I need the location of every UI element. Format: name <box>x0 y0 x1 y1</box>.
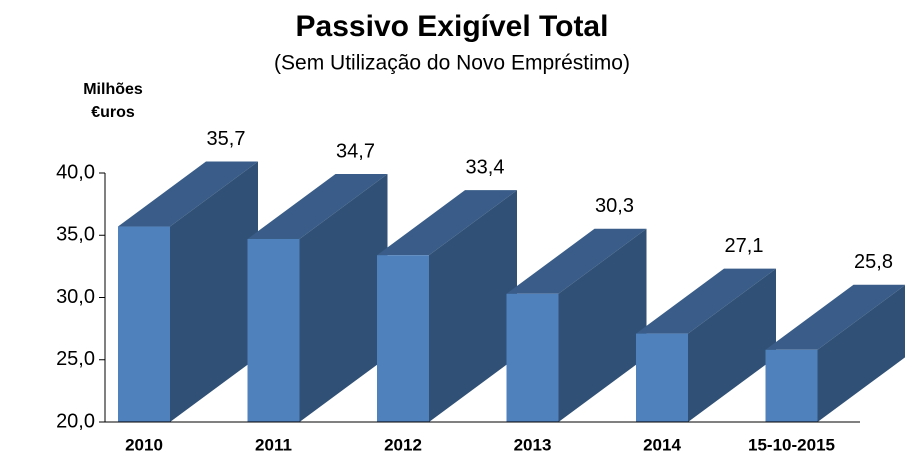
bar-side <box>429 190 517 422</box>
x-tick-label: 2013 <box>514 435 552 454</box>
x-tick-label: 15-10-2015 <box>748 435 835 454</box>
bar-side <box>688 268 776 422</box>
bar-top <box>377 190 517 256</box>
bar-top <box>118 161 258 227</box>
bar-top <box>247 173 388 239</box>
y-tick-label: 35,0 <box>56 224 95 246</box>
bar <box>118 226 170 422</box>
y-axis-label: Milhões <box>83 81 143 98</box>
value-label: 35,7 <box>207 128 246 150</box>
x-tick-label: 2011 <box>255 435 292 454</box>
value-label: 33,4 <box>466 156 505 178</box>
value-label: 25,8 <box>854 251 893 273</box>
bar-top <box>506 228 647 294</box>
value-label: 34,7 <box>336 140 375 162</box>
bar-side <box>170 161 258 422</box>
bar <box>765 349 818 422</box>
bar-side <box>817 285 905 422</box>
chart-subtitle: (Sem Utilização do Novo Empréstimo) <box>274 52 630 75</box>
x-tick-label: 2010 <box>125 435 163 454</box>
bar <box>377 255 429 422</box>
y-tick-label: 20,0 <box>56 410 95 432</box>
bar-side <box>558 228 647 422</box>
chart-title: Passivo Exigível Total <box>296 10 609 43</box>
bar-top <box>636 268 776 334</box>
y-axis-label: €uros <box>91 104 135 121</box>
bar <box>247 238 300 422</box>
bar <box>506 293 559 422</box>
x-tick-label: 2012 <box>384 435 422 454</box>
bar <box>636 333 688 422</box>
bar-side <box>299 173 388 422</box>
y-tick-label: 30,0 <box>56 286 95 308</box>
x-tick-label: 2014 <box>643 435 681 454</box>
y-tick-label: 40,0 <box>56 161 95 183</box>
value-label: 30,3 <box>595 195 634 217</box>
y-tick-label: 25,0 <box>56 348 95 370</box>
value-label: 27,1 <box>725 235 764 257</box>
bar-top <box>765 284 905 350</box>
